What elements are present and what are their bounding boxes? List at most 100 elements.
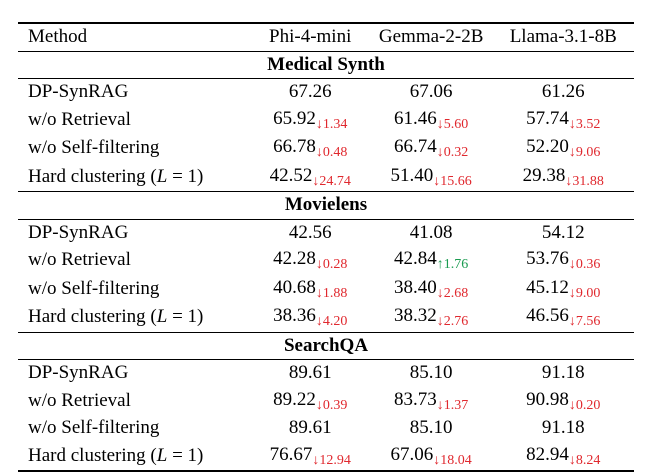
method-label: w/o Retrieval xyxy=(28,389,131,411)
score-value: 45.12 xyxy=(526,276,569,298)
score-decrease-delta: ↓0.48 xyxy=(315,145,348,160)
score-cell: 91.18 xyxy=(492,415,634,442)
section-header-row: Movielens xyxy=(18,191,634,219)
score-cell: 85.10 xyxy=(369,359,493,387)
score-value: 89.61 xyxy=(288,362,332,383)
score-cell: 61.46↓5.60 xyxy=(370,106,493,135)
header-method: Method xyxy=(18,22,251,51)
score-value: 41.08 xyxy=(409,221,453,243)
method-label: Hard clustering ( xyxy=(28,306,157,327)
score-cell: 38.36↓4.20 xyxy=(251,303,370,332)
method-cell: DP-SynRAG xyxy=(18,218,251,246)
score-decrease-delta: ↓1.88 xyxy=(315,285,348,301)
method-cell: w/o Self-filtering xyxy=(18,415,251,442)
score-cell: 45.12↓9.00 xyxy=(492,275,634,304)
score-cell: 66.78↓0.48 xyxy=(251,134,370,163)
table-row: Hard clustering (L = 1) 38.36↓4.20 38.32↓2… xyxy=(18,303,634,332)
method-cell: w/o Self-filtering xyxy=(18,134,251,163)
score-decrease-delta: ↓1.37 xyxy=(436,397,469,413)
method-cell: DP-SynRAG xyxy=(18,78,251,106)
table-row: w/o Retrieval 42.28↓0.28 42.84↑1.76 53.76↓0… xyxy=(18,246,634,275)
method-cell: w/o Retrieval xyxy=(18,387,251,416)
table-row: w/o Self-filtering 40.68↓1.88 38.40↓2.68 45… xyxy=(18,275,634,304)
score-value: 46.56 xyxy=(526,305,569,326)
score-cell: 38.32↓2.76 xyxy=(370,303,493,332)
method-cell: DP-SynRAG xyxy=(18,359,251,387)
section-title: Medical Synth xyxy=(18,50,634,79)
score-cell: 85.10 xyxy=(370,415,493,442)
score-decrease-delta: ↓24.74 xyxy=(312,173,351,189)
table-row: w/o Self-filtering 89.61 85.10 91.18 xyxy=(18,415,634,442)
score-cell: 91.18 xyxy=(492,359,634,387)
score-value: 89.61 xyxy=(288,417,332,438)
cluster-symbol: L xyxy=(156,165,168,187)
score-value: 90.98 xyxy=(526,388,569,410)
method-label: DP-SynRAG xyxy=(28,221,129,243)
score-decrease-delta: ↓5.60 xyxy=(436,116,469,132)
score-decrease-delta: ↓9.06 xyxy=(568,145,601,160)
cluster-symbol: L xyxy=(156,306,168,327)
score-value: 61.26 xyxy=(541,81,585,102)
score-decrease-delta: ↓0.39 xyxy=(315,397,348,413)
score-value: 57.74 xyxy=(526,107,569,129)
score-decrease-delta: ↓15.66 xyxy=(433,173,472,189)
score-cell: 40.68↓1.88 xyxy=(251,275,370,304)
score-value: 91.18 xyxy=(541,417,585,438)
cluster-symbol: L xyxy=(156,444,168,466)
score-value: 42.28 xyxy=(273,248,316,269)
table-row: DP-SynRAG 89.61 85.10 91.18 xyxy=(18,359,634,387)
score-cell: 61.26 xyxy=(492,78,634,106)
section-header-row: Medical Synth xyxy=(18,50,634,79)
method-label: DP-SynRAG xyxy=(28,81,129,102)
section-title: Movielens xyxy=(18,191,634,219)
score-value: 85.10 xyxy=(409,362,453,383)
method-label: w/o Retrieval xyxy=(28,249,131,270)
method-label: w/o Retrieval xyxy=(28,108,131,130)
score-value: 76.67 xyxy=(269,443,313,465)
score-decrease-delta: ↓7.56 xyxy=(568,314,601,329)
score-value: 52.20 xyxy=(526,136,569,157)
score-decrease-delta: ↓2.76 xyxy=(436,314,469,329)
score-cell: 90.98↓0.20 xyxy=(492,387,634,416)
score-value: 42.84 xyxy=(394,248,437,269)
score-cell: 66.74↓0.32 xyxy=(370,134,493,163)
score-value: 38.36 xyxy=(273,305,316,326)
score-cell: 67.06 xyxy=(369,78,493,106)
method-cell: w/o Retrieval xyxy=(18,246,251,275)
score-cell: 53.76↓0.36 xyxy=(492,246,634,275)
score-cell: 67.26 xyxy=(250,78,370,106)
method-cell: w/o Self-filtering xyxy=(18,275,251,304)
score-decrease-delta: ↓0.20 xyxy=(568,397,601,413)
results-table-container: Method Phi-4-mini Gemma-2-2B Llama-3.1-8… xyxy=(18,22,634,472)
table-row: Hard clustering (L = 1) 76.67↓12.94 67.06↓… xyxy=(18,441,634,472)
score-value: 83.73 xyxy=(394,388,437,410)
score-value: 82.94 xyxy=(526,443,569,465)
score-value: 53.76 xyxy=(526,248,569,269)
header-row: Method Phi-4-mini Gemma-2-2B Llama-3.1-8… xyxy=(18,22,634,51)
score-cell: 41.08 xyxy=(369,218,493,246)
score-value: 42.56 xyxy=(288,221,332,243)
score-cell: 76.67↓12.94 xyxy=(250,441,370,472)
score-cell: 89.61 xyxy=(251,415,370,442)
score-cell: 46.56↓7.56 xyxy=(492,303,634,332)
score-cell: 89.61 xyxy=(250,359,370,387)
score-decrease-delta: ↓0.36 xyxy=(568,257,601,272)
score-increase-delta: ↑1.76 xyxy=(436,257,469,272)
score-decrease-delta: ↓8.24 xyxy=(568,452,601,468)
score-decrease-delta: ↓12.94 xyxy=(312,452,351,468)
ablation-results-table: Method Phi-4-mini Gemma-2-2B Llama-3.1-8… xyxy=(18,22,634,472)
score-cell: 82.94↓8.24 xyxy=(492,441,634,472)
score-value: 40.68 xyxy=(273,276,316,298)
score-decrease-delta: ↓2.68 xyxy=(436,285,469,301)
score-value: 67.06 xyxy=(409,81,453,102)
cluster-value: = 1) xyxy=(167,306,204,327)
score-value: 65.92 xyxy=(273,107,316,129)
score-cell: 42.28↓0.28 xyxy=(251,246,370,275)
table-row: w/o Retrieval 89.22↓0.39 83.73↓1.37 90.98↓0… xyxy=(18,387,634,416)
score-cell: 67.06↓18.04 xyxy=(369,441,493,472)
score-value: 38.32 xyxy=(394,305,437,326)
header-model-gemma: Gemma-2-2B xyxy=(369,22,493,51)
score-decrease-delta: ↓3.52 xyxy=(568,116,601,132)
score-cell: 38.40↓2.68 xyxy=(370,275,493,304)
score-decrease-delta: ↓0.32 xyxy=(436,145,469,160)
